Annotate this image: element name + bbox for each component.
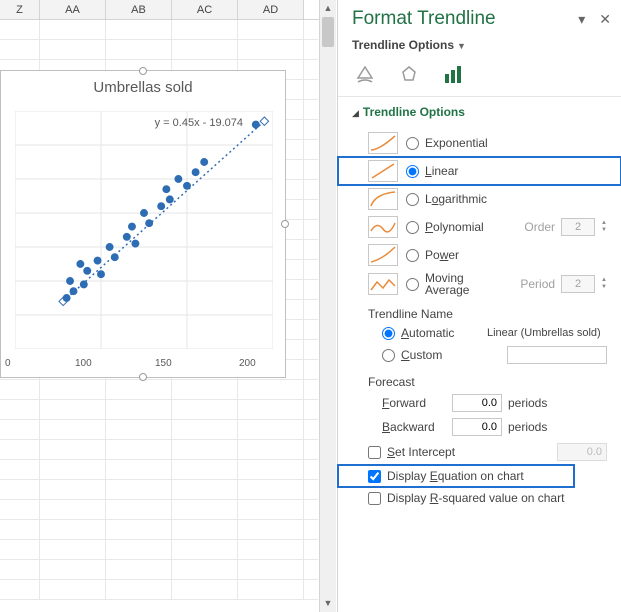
- resize-handle[interactable]: [281, 220, 289, 228]
- logarithmic-radio[interactable]: [406, 193, 419, 206]
- chart-object[interactable]: Umbrellas sold y = 0.45x - 19.074 0 100 …: [0, 70, 286, 378]
- forecast-backward-row: Backward periods: [338, 415, 621, 439]
- option-label: MovingAverage: [425, 272, 469, 296]
- scroll-thumb[interactable]: [322, 17, 334, 47]
- column-headers: Z AA AB AC AD: [0, 0, 336, 20]
- format-trendline-pane: Format Trendline ▾ ✕ Trendline Options▼ …: [337, 0, 621, 612]
- x-tick-label: 100: [75, 358, 92, 369]
- linear-radio[interactable]: [406, 165, 419, 178]
- trend-type-power[interactable]: Power: [338, 241, 621, 269]
- resize-handle[interactable]: [139, 67, 147, 75]
- forward-label: Forward: [382, 396, 452, 410]
- set-intercept-row[interactable]: Set Intercept: [338, 439, 621, 465]
- option-label: Logarithmic: [425, 192, 487, 206]
- display-r-squared-checkbox[interactable]: [368, 492, 381, 505]
- backward-label: Backward: [382, 420, 452, 434]
- name-custom-row[interactable]: Custom: [338, 343, 621, 367]
- subheader-label: Trendline Options: [352, 38, 454, 52]
- option-label: Set Intercept: [387, 445, 455, 459]
- col-header[interactable]: AC: [172, 0, 238, 19]
- name-automatic-radio[interactable]: [382, 327, 395, 340]
- vertical-scrollbar[interactable]: ▲ ▼: [319, 0, 336, 612]
- section-header[interactable]: ◢Trendline Options: [338, 96, 621, 129]
- forward-input[interactable]: [452, 394, 502, 412]
- trend-type-linear[interactable]: Linear: [338, 157, 621, 185]
- backward-input[interactable]: [452, 418, 502, 436]
- power-icon: [368, 244, 398, 266]
- chart-title[interactable]: Umbrellas sold: [1, 79, 285, 96]
- option-label: Custom: [401, 348, 442, 362]
- order-label: Order: [524, 220, 555, 234]
- custom-name-input[interactable]: [507, 346, 607, 364]
- periods-label: periods: [508, 396, 547, 410]
- polynomial-icon: [368, 216, 398, 238]
- display-r-squared-row[interactable]: Display R-squared value on chart: [338, 487, 621, 509]
- moving-average-radio[interactable]: [406, 278, 419, 291]
- option-label: Linear: [425, 164, 458, 178]
- col-header[interactable]: AA: [40, 0, 106, 19]
- option-label: Display Equation on chart: [387, 469, 524, 483]
- section-label: Trendline Options: [363, 105, 465, 119]
- trend-type-logarithmic[interactable]: Logarithmic: [338, 185, 621, 213]
- linear-icon: [368, 160, 398, 182]
- x-tick-label: 200: [239, 358, 256, 369]
- option-label: Display R-squared value on chart: [387, 491, 564, 505]
- forecast-forward-row: Forward periods: [338, 391, 621, 415]
- set-intercept-input: [557, 443, 607, 461]
- trend-type-moving-average[interactable]: MovingAverage Period ▲▼: [338, 269, 621, 299]
- set-intercept-checkbox[interactable]: [368, 446, 381, 459]
- period-label: Period: [520, 277, 555, 291]
- name-custom-radio[interactable]: [382, 349, 395, 362]
- order-spinner[interactable]: ▲▼: [601, 220, 607, 234]
- option-label: Exponential: [425, 136, 488, 150]
- power-radio[interactable]: [406, 249, 419, 262]
- col-header[interactable]: AB: [106, 0, 172, 19]
- period-input[interactable]: [561, 275, 595, 293]
- logarithmic-icon: [368, 188, 398, 210]
- pane-subheader[interactable]: Trendline Options▼: [338, 34, 621, 62]
- col-header[interactable]: Z: [0, 0, 40, 19]
- fill-line-tab-icon[interactable]: [352, 62, 378, 88]
- automatic-name-value: Linear (Umbrellas sold): [487, 327, 607, 339]
- trend-type-exponential[interactable]: Exponential: [338, 129, 621, 157]
- name-automatic-row[interactable]: Automatic Linear (Umbrellas sold): [338, 323, 621, 343]
- effects-tab-icon[interactable]: [396, 62, 422, 88]
- resize-handle[interactable]: [139, 373, 147, 381]
- scroll-up-icon[interactable]: ▲: [320, 0, 336, 17]
- scroll-down-icon[interactable]: ▼: [320, 595, 336, 612]
- trend-type-polynomial[interactable]: Polynomial Order ▲▼: [338, 213, 621, 241]
- spreadsheet-area: Z AA AB AC AD ▲ ▼ Umbrellas sold y = 0.4…: [0, 0, 336, 612]
- plot-area[interactable]: y = 0.45x - 19.074: [15, 111, 273, 349]
- trendline-options-tab-icon[interactable]: [440, 62, 466, 88]
- trendline-name-header: Trendline Name: [338, 299, 621, 323]
- x-tick-label: 150: [155, 358, 172, 369]
- display-equation-checkbox[interactable]: [368, 470, 381, 483]
- pane-tabs: [338, 62, 621, 96]
- pane-dropdown-icon[interactable]: ▾: [578, 11, 585, 28]
- pane-close-icon[interactable]: ✕: [599, 11, 611, 28]
- exponential-radio[interactable]: [406, 137, 419, 150]
- option-label: Automatic: [401, 326, 454, 340]
- col-header[interactable]: AD: [238, 0, 304, 19]
- option-label: Polynomial: [425, 220, 484, 234]
- moving-average-icon: [368, 273, 398, 295]
- periods-label: periods: [508, 420, 547, 434]
- trendline-equation[interactable]: y = 0.45x - 19.074: [155, 117, 243, 129]
- order-input[interactable]: [561, 218, 595, 236]
- exponential-icon: [368, 132, 398, 154]
- scatter-chart: [15, 111, 273, 349]
- period-spinner[interactable]: ▲▼: [601, 277, 607, 291]
- forecast-header: Forecast: [338, 367, 621, 391]
- option-label: Power: [425, 248, 459, 262]
- polynomial-radio[interactable]: [406, 221, 419, 234]
- display-equation-row[interactable]: Display Equation on chart: [338, 465, 574, 487]
- pane-title: Format Trendline: [352, 8, 496, 30]
- x-tick-label: 0: [5, 358, 11, 369]
